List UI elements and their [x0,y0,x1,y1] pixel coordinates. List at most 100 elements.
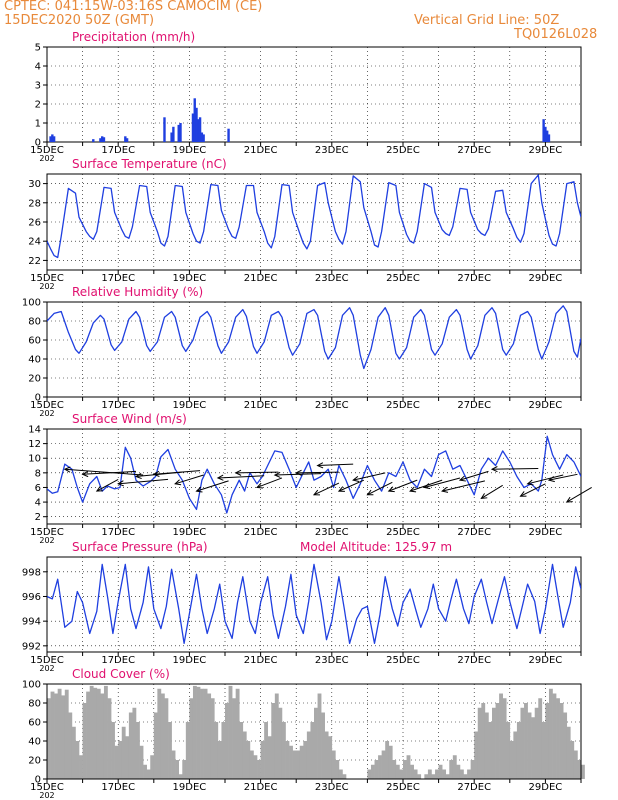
wind-arrow-head [526,479,534,486]
wind-arrow-head [117,480,124,487]
pressure-title: Surface Pressure (hPa) [72,540,208,554]
wind-x-tick-label: 15DEC [30,527,64,538]
rh-title: Relative Humidity (%) [72,285,203,299]
precip-x-tick-label: 27DEC [457,145,491,156]
cloud-bar [303,741,308,779]
cloud-bar [506,722,511,779]
cloud-bar [388,745,393,779]
cloud-bar [559,703,564,779]
precip-title: Precipitation (mm/h) [72,30,195,44]
wind-x-tick-label: 23DEC [315,527,349,538]
wind-arrow-shaft [118,478,169,485]
cloud-bar [524,703,528,779]
cloud-x-year-label: 202 [39,791,54,800]
wind-arrow-shaft [235,471,279,474]
cloud-bar [573,750,578,779]
cloud-x-tick-label: 29DEC [529,782,563,793]
cloud-bar [232,698,236,779]
precip-bar [544,126,547,142]
cloud-bar [306,731,311,779]
precip-bar [195,107,198,142]
wind-arrow-shaft [548,473,578,481]
precip-bar [227,128,230,142]
wind-arrow-shaft [491,467,539,470]
wind-arrow-head [63,466,71,473]
cloud-bar [274,693,279,779]
wind-arrow-shaft [82,470,137,475]
cloud-bar [153,712,158,779]
wind-arrow-shaft [256,477,283,488]
precip-x-tick-label: 21DEC [244,145,278,156]
header-location: CPTEC: 041:15W-03:16S CAMOCIM (CE) [4,0,263,14]
cloud-bar [502,698,507,779]
cloud-bar [424,774,429,779]
pressure-frame [46,556,582,653]
rh-y-tick-label: 0 [35,393,41,404]
cloud-x-tick-label: 19DEC [173,782,207,793]
temp-y-tick-label: 30 [28,179,41,190]
cloud-bar [57,688,62,779]
wind-x-tick-label: 17DEC [101,527,135,538]
cloud-bar [317,693,322,779]
cloud-bar [189,698,194,779]
precip-y-tick-label: 1 [35,119,41,130]
cloud-bar [545,703,550,779]
cloud-y-tick-label: 80 [28,699,41,710]
cloud-bar [324,731,329,779]
wind-y-tick-label: 2 [35,512,41,523]
wind-arrow-head [423,483,431,490]
cloud-bar [488,722,493,779]
wind-arrow-shaft [317,463,354,467]
cloud-bar [445,774,450,779]
cloud-bar [86,691,91,779]
rh-x-tick-label: 25DEC [386,400,420,411]
precip-bar [202,134,205,142]
wind-arrow-head [565,496,573,503]
pressure-y-tick-label: 992 [22,641,41,652]
cloud-bar [463,774,468,779]
cloud-bar [438,764,443,779]
wind-title: Surface Wind (m/s) [72,412,187,426]
wind-x-tick-label: 21DEC [244,527,278,538]
rh-x-year-label: 202 [39,409,54,418]
precip-bar [125,138,129,142]
wind-arrow-head [216,474,224,481]
wind-arrow-shaft [481,484,503,499]
cloud-x-tick-label: 15DEC [30,782,64,793]
cloud-bar [89,685,94,779]
precip-bar [179,123,182,142]
cloud-bar [164,698,169,779]
cloud-bar [452,755,457,779]
wind-arrow-head [490,466,498,473]
cloud-bar [370,764,375,779]
cloud-bar [321,712,325,779]
wind-arrow-head [234,469,242,476]
precip-bar [172,126,175,142]
cloud-bar [292,750,297,779]
wind-arrow-shaft [338,479,365,492]
wind-arrow-shaft [96,478,119,492]
rh-x-tick-label: 23DEC [315,400,349,411]
cloud-bar [100,693,105,779]
wind-arrow-head [337,486,345,492]
cloud-y-tick-label: 40 [28,737,41,748]
precip-bar [545,130,549,142]
cloud-bar [381,750,386,779]
rh-y-tick-label: 40 [28,355,41,366]
cloud-bar [527,712,532,779]
precip-x-year-label: 202 [39,154,54,163]
wind-arrow-shaft [566,487,592,503]
cloud-bar [577,760,582,779]
precip-x-tick-label: 17DEC [101,145,135,156]
cloud-bar [114,745,119,779]
cloud-bar [75,741,80,779]
cloud-bar [492,707,496,779]
cloud-bar [541,722,546,779]
precip-bar [102,137,106,142]
header-grid-line-note: Vertical Grid Line: 50Z [414,13,560,28]
rh-x-tick-label: 19DEC [173,400,207,411]
precip-bar [124,136,127,142]
precip-y-tick-label: 3 [35,81,41,92]
cloud-bar [392,760,397,779]
wind-arrow-head [255,482,264,489]
